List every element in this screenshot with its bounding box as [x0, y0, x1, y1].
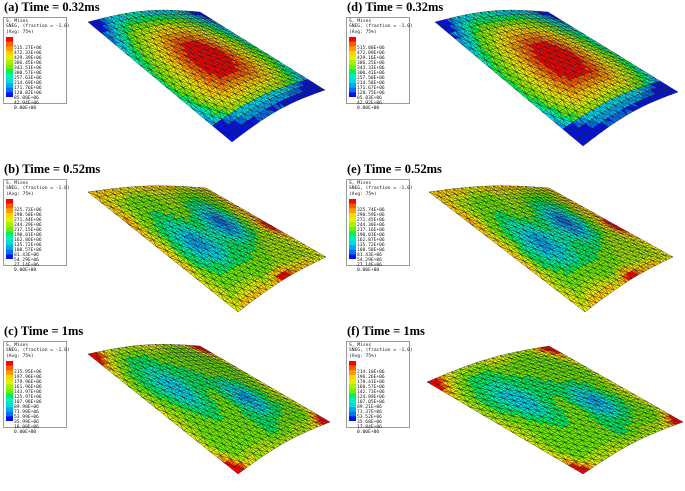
panel-title: (b) Time = 0.52ms — [4, 162, 100, 177]
panel-title: (d) Time = 0.32ms — [347, 0, 443, 15]
mesh — [88, 186, 326, 312]
scale-swatch — [6, 208, 13, 213]
scale-swatch — [6, 51, 13, 56]
scale-swatch — [349, 74, 356, 79]
panel-b: (b) Time = 0.52ms S, Mises SNEG, (fractio… — [0, 162, 342, 325]
stress-legend: S, Mises SNEG, (fraction = -1.0) (Avg: 75%… — [3, 179, 67, 266]
color-scale — [349, 37, 356, 97]
stress-legend: S, Mises SNEG, (fraction = -1.0) (Avg: 75%… — [3, 17, 67, 104]
legend-values: 515.00E+06 472.09E+06 429.16E+06 386.25E+06… — [357, 36, 385, 121]
legend-header: S, Mises SNEG, (fraction = -1.0) (Avg: 75%… — [349, 19, 413, 35]
scale-swatch — [349, 55, 356, 60]
scale-swatch — [6, 55, 13, 60]
scale-swatch — [6, 65, 13, 70]
scale-swatch — [6, 213, 13, 218]
scale-swatch — [6, 88, 13, 93]
legend-values: 515.27E+06 472.33E+06 429.39E+06 386.45E+06… — [14, 36, 42, 121]
scale-swatch — [6, 37, 13, 42]
scale-swatch — [349, 65, 356, 70]
panel-a: (a) Time = 0.32ms S, Mises SNEG, (fractio… — [0, 0, 342, 163]
scale-swatch — [6, 231, 13, 236]
mesh — [88, 10, 325, 142]
scale-swatch — [6, 241, 13, 246]
scale-swatch — [349, 88, 356, 93]
scale-swatch — [6, 204, 13, 209]
scale-swatch — [6, 254, 13, 259]
legend-values: 325.72E+06 298.58E+06 271.44E+06 244.29E+06… — [14, 198, 42, 283]
panel-title: (a) Time = 0.32ms — [4, 0, 100, 15]
color-scale — [6, 199, 13, 259]
scale-swatch — [6, 227, 13, 232]
scale-swatch — [6, 69, 13, 74]
scale-swatch — [6, 92, 13, 97]
scale-swatch — [6, 42, 13, 47]
scale-swatch — [6, 83, 13, 88]
scale-swatch — [349, 83, 356, 88]
scale-swatch — [6, 60, 13, 65]
scale-swatch — [6, 199, 13, 204]
scale-swatch — [349, 42, 356, 47]
panel-d: (d) Time = 0.32ms S, Mises SNEG, (fractio… — [343, 0, 685, 163]
scale-swatch — [349, 46, 356, 51]
panel-e: (e) Time = 0.52ms S, Mises SNEG, (fractio… — [343, 162, 685, 325]
scale-swatch — [349, 37, 356, 42]
scale-swatch — [6, 222, 13, 227]
scale-swatch — [349, 60, 356, 65]
color-scale — [6, 37, 13, 97]
scale-swatch — [349, 51, 356, 56]
legend-header: S, Mises SNEG, (fraction = -1.0) (Avg: 75%… — [6, 181, 70, 197]
scale-swatch — [6, 217, 13, 222]
scale-swatch — [349, 92, 356, 97]
scale-swatch — [349, 69, 356, 74]
mesh — [435, 10, 678, 146]
legend-header: S, Mises SNEG, (fraction = -1.0) (Avg: 75%… — [6, 19, 70, 35]
scale-swatch — [6, 250, 13, 255]
scale-swatch — [6, 245, 13, 250]
scale-swatch — [6, 74, 13, 79]
mesh — [429, 186, 673, 312]
stress-legend: S, Mises SNEG, (fraction = -1.0) (Avg: 75%… — [346, 17, 410, 104]
scale-swatch — [6, 236, 13, 241]
scale-swatch — [6, 46, 13, 51]
scale-swatch — [349, 79, 356, 84]
scale-swatch — [6, 79, 13, 84]
